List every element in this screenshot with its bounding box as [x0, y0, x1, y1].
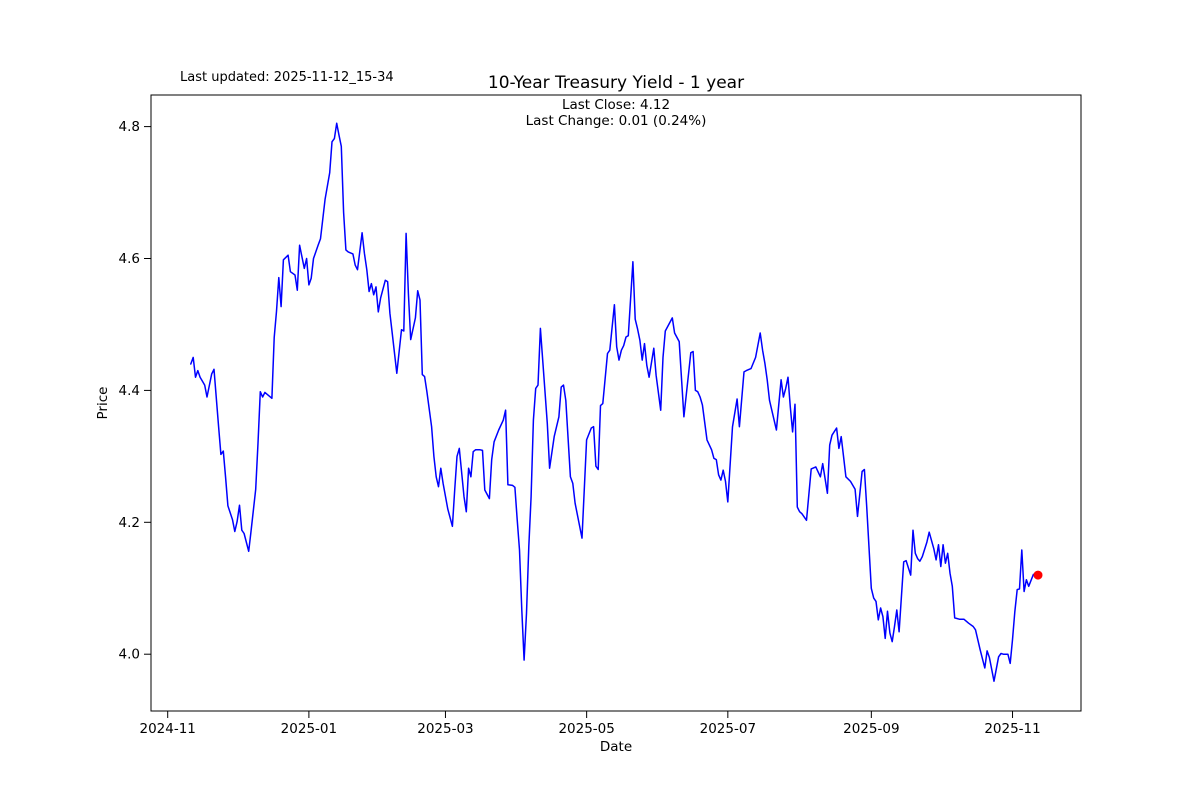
x-tick-label: 2024-11: [139, 721, 195, 737]
y-axis: 4.0 4.2 4.4 4.6 4.8: [119, 119, 151, 663]
y-tick-label: 4.6: [119, 251, 140, 267]
x-axis: 2024-11 2025-01 2025-03 2025-05 2025-07 2025-…: [139, 711, 1041, 737]
last-updated-text: Last updated: 2025-11-12_15-34: [180, 70, 394, 85]
subtitle-last-close: Last Close: 4.12: [562, 97, 670, 113]
chart-title: 10-Year Treasury Yield - 1 year: [488, 73, 744, 93]
x-tick-label: 2025-03: [417, 721, 473, 737]
y-tick-label: 4.8: [119, 119, 140, 135]
y-tick-label: 4.0: [119, 647, 140, 663]
last-close-marker: [1033, 570, 1043, 580]
y-axis-label: Price: [95, 387, 111, 420]
price-line: [190, 122, 1039, 682]
y-tick-label: 4.4: [119, 383, 140, 399]
x-axis-label: Date: [600, 739, 632, 755]
plot-area: [150, 94, 1082, 712]
subtitle-last-change: Last Change: 0.01 (0.24%): [526, 113, 707, 129]
x-tick-label: 2025-11: [984, 721, 1040, 737]
x-tick-label: 2025-09: [843, 721, 899, 737]
y-tick-label: 4.2: [119, 515, 140, 531]
x-tick-label: 2025-07: [700, 721, 756, 737]
x-tick-label: 2025-01: [281, 721, 337, 737]
x-tick-label: 2025-05: [558, 721, 614, 737]
